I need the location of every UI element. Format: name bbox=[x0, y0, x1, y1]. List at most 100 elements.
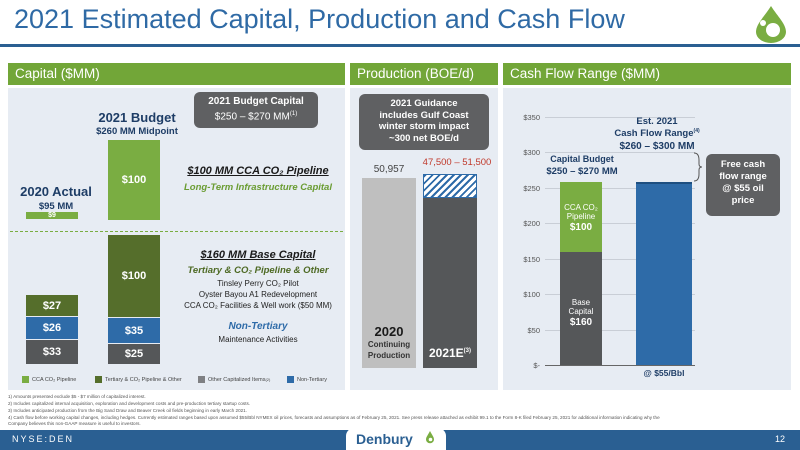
free-cash-line-4: price bbox=[731, 195, 755, 206]
cca-pipeline-title: $100 MM CCA CO₂ Pipeline bbox=[187, 165, 329, 177]
free-cash-line-3: @ $55 oil bbox=[722, 183, 764, 194]
gridline-250 bbox=[545, 188, 695, 189]
cash-flow-range-text: Cash Flow Range bbox=[614, 128, 694, 140]
ytick-350: $350 bbox=[523, 113, 540, 122]
ytick-150: $150 bbox=[523, 255, 540, 264]
footnote-3: 3) Includes anticipated production from … bbox=[8, 408, 248, 413]
guidance-line-1: 2021 Guidance bbox=[390, 98, 458, 109]
production-2021-bar bbox=[423, 198, 477, 368]
legend-label-other: Other Capitalized Items bbox=[208, 376, 266, 383]
cf-base-label-1: Base bbox=[571, 298, 591, 307]
gridline-200 bbox=[545, 223, 695, 224]
actual-amount: $95 MM bbox=[38, 201, 74, 212]
footer-drop-icon bbox=[425, 430, 435, 444]
bar-2020-tertiary: $27 bbox=[26, 295, 78, 316]
cash-flow-range-footnote: (4) bbox=[693, 128, 700, 134]
title-divider bbox=[0, 44, 800, 47]
actual-heading: 2020 Actual bbox=[20, 184, 92, 199]
production-2021-footnote: (3) bbox=[463, 348, 472, 354]
capital-budget-label: Capital Budget bbox=[550, 154, 614, 164]
footer-brand: Denbury bbox=[356, 431, 413, 447]
guidance-line-3: winter storm impact bbox=[378, 121, 470, 132]
production-2020-sub-2: Production bbox=[367, 351, 411, 360]
footer-brand-badge bbox=[346, 428, 446, 450]
bar-2020-other-capitalized: $26 bbox=[26, 317, 78, 339]
production-2020-label: 2020 bbox=[374, 324, 404, 339]
footer-ticker: NYSE:DEN bbox=[12, 434, 75, 444]
legend-label-tertiary: Tertiary & CO₂ Pipeline & Other bbox=[105, 376, 182, 383]
base-capital-subtitle: Tertiary & CO₂ Pipeline & Other bbox=[187, 265, 329, 276]
legend-label-cca: CCA CO₂ Pipeline bbox=[32, 376, 77, 383]
cf-cca-value: $100 bbox=[569, 221, 593, 233]
budget-midpoint: $260 MM Midpoint bbox=[96, 126, 178, 137]
legend-tertiary: Tertiary & CO₂ Pipeline & Other bbox=[95, 376, 182, 383]
page-title: 2021 Estimated Capital, Production and C… bbox=[14, 4, 625, 34]
x-axis bbox=[545, 365, 695, 366]
production-2021-value: 47,500 – 51,500 bbox=[422, 157, 492, 168]
ytick-50: $50 bbox=[527, 326, 540, 335]
gridline-300 bbox=[545, 152, 695, 153]
footer-page-number: 12 bbox=[775, 434, 786, 444]
base-item-oyster: Oyster Bayou A1 Redevelopment bbox=[198, 290, 318, 299]
legend-swatch-tertiary bbox=[95, 376, 102, 383]
bar-2020-nontertiary: $33 bbox=[26, 340, 78, 364]
ytick-0: $- bbox=[533, 361, 540, 370]
legend-cca-pipeline: CCA CO₂ Pipeline bbox=[22, 376, 76, 383]
production-2021-range-hatch bbox=[423, 174, 477, 198]
cca-pipeline-subtitle: Long-Term Infrastructure Capital bbox=[184, 182, 332, 193]
free-cash-line-1: Free cash bbox=[720, 159, 766, 170]
footnote-4-cont: Company believes this non-GAAP measure i… bbox=[8, 421, 141, 426]
cf-cca-pipeline-bar: CCA CO₂ Pipeline $100 bbox=[560, 182, 602, 252]
gridline-50 bbox=[545, 330, 695, 331]
gridline-150 bbox=[545, 259, 695, 260]
guidance-callout: 2021 Guidance includes Gulf Coast winter… bbox=[359, 94, 489, 150]
ytick-100: $100 bbox=[523, 290, 540, 299]
budget-capital-callout: 2021 Budget Capital $250 – $270 MM(1) bbox=[194, 92, 318, 128]
capital-section-header: Capital ($MM) bbox=[8, 63, 345, 85]
legend-swatch-other bbox=[198, 376, 205, 383]
capital-panel bbox=[8, 88, 345, 390]
legend-label-nontertiary: Non-Tertiary bbox=[297, 376, 327, 383]
production-2021-label: 2021E(3) bbox=[423, 346, 477, 360]
ytick-250: $250 bbox=[523, 184, 540, 193]
footnote-4: 4) Cash flow before working capital chan… bbox=[8, 415, 660, 420]
cf-base-value: $160 bbox=[569, 317, 593, 328]
production-2020-sub-1: Continuing bbox=[367, 340, 411, 349]
nontertiary-title: Non-Tertiary bbox=[228, 321, 288, 332]
production-section-header: Production (BOE/d) bbox=[350, 63, 498, 85]
production-2020-bar bbox=[362, 178, 416, 368]
budget-heading: 2021 Budget bbox=[98, 110, 176, 125]
legend-swatch-cca bbox=[22, 376, 29, 383]
denbury-logo-icon bbox=[752, 4, 790, 44]
cf-base-label-2: Capital bbox=[568, 307, 594, 316]
cashflow-section-header: Cash Flow Range ($MM) bbox=[503, 63, 791, 85]
ytick-200: $200 bbox=[523, 219, 540, 228]
base-item-tinsley: Tinsley Perry CO₂ Pilot bbox=[217, 279, 299, 288]
bar-2021-tertiary: $100 bbox=[108, 235, 160, 317]
bar-2021-cca-pipeline: $100 bbox=[108, 140, 160, 220]
gridline-350 bbox=[545, 117, 695, 118]
budget-callout-title: 2021 Budget Capital bbox=[208, 96, 304, 107]
guidance-line-2: includes Gulf Coast bbox=[379, 109, 469, 121]
guidance-line-4: ~300 net BOE/d bbox=[389, 132, 459, 144]
free-cash-callout: Free cash flow range @ $55 oil price bbox=[706, 154, 780, 216]
price-label: @ $55/Bbl bbox=[643, 368, 685, 378]
cf-cca-label-2: Pipeline bbox=[566, 211, 596, 221]
nontertiary-subtitle: Maintenance Activities bbox=[218, 335, 298, 344]
legend-swatch-nontertiary bbox=[287, 376, 294, 383]
footnote-2: 2) Includes capitalized internal acquisi… bbox=[8, 401, 251, 406]
ytick-300: $300 bbox=[523, 148, 540, 157]
capital-dashed-divider bbox=[10, 231, 343, 232]
cf-cca-label-1: CCA CO₂ bbox=[564, 202, 598, 212]
base-capital-title: $160 MM Base Capital bbox=[200, 249, 316, 261]
cash-flow-range-label: Cash Flow Range(4) bbox=[605, 128, 709, 139]
footnote-1: 1) Amounts presented exclude $5 - $7 mil… bbox=[8, 394, 146, 399]
bar-2021-other-capitalized: $35 bbox=[108, 318, 160, 343]
cash-flow-range-bar bbox=[636, 182, 692, 365]
cf-base-capital-bar: Base Capital $160 bbox=[560, 252, 602, 365]
production-2020-value: 50,957 bbox=[373, 164, 405, 175]
capital-budget-range: $250 – $270 MM bbox=[546, 166, 618, 177]
cash-flow-range-value: $260 – $300 MM bbox=[619, 141, 695, 152]
range-brace-icon bbox=[693, 152, 703, 182]
est-2021-label: Est. 2021 bbox=[636, 116, 678, 127]
